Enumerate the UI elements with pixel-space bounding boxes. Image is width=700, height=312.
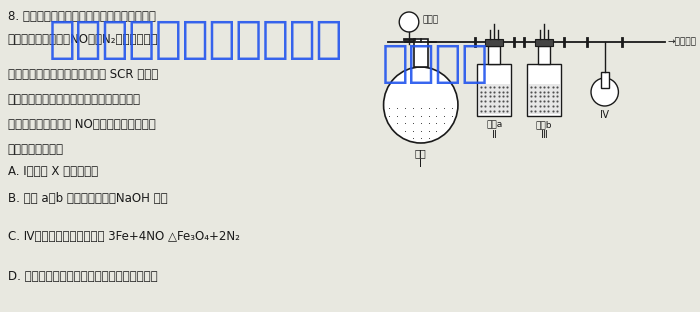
Text: 法：铁直接催化还原NO，为N₂，铁被氧化为: 法：铁直接催化还原NO，为N₂，铁被氧化为: [8, 33, 158, 46]
Text: 稀硝酸: 稀硝酸: [423, 16, 439, 25]
Text: D. 尾气吸收装置可用盛有碱石灰的球形干燥管: D. 尾气吸收装置可用盛有碱石灰的球形干燥管: [8, 270, 157, 283]
Text: 试剂b: 试剂b: [536, 120, 552, 129]
Text: Ⅲ: Ⅲ: [540, 130, 547, 140]
Text: 微信公众号关注「趣找答: 微信公众号关注「趣找答: [49, 18, 343, 61]
Text: 趣找答案: 趣找答案: [382, 42, 489, 85]
Bar: [414, 39, 428, 67]
Text: A. Ⅰ中仪器 X 为长颈漏斗: A. Ⅰ中仪器 X 为长颈漏斗: [8, 165, 98, 178]
Bar: [489, 46, 500, 64]
Circle shape: [591, 78, 618, 106]
Bar: [528, 84, 560, 114]
Text: C. Ⅳ中反应的化学方程式为 3Fe+4NO △Fe₃O₄+2N₂: C. Ⅳ中反应的化学方程式为 3Fe+4NO △Fe₃O₄+2N₂: [8, 230, 239, 243]
Bar: [601, 72, 608, 88]
Bar: [478, 84, 510, 114]
Text: I: I: [419, 159, 422, 169]
Text: 下列说法正确的是: 下列说法正确的是: [8, 143, 64, 156]
Bar: [538, 46, 550, 64]
Bar: [536, 39, 553, 46]
Text: 要昂贵的催化剂问题。某化学兴趣小组模拟: 要昂贵的催化剂问题。某化学兴趣小组模拟: [8, 93, 141, 106]
Text: 该技术用铁催化还原 NO，设计了如图装置。: 该技术用铁催化还原 NO，设计了如图装置。: [8, 118, 155, 131]
Bar: [527, 64, 561, 116]
Text: →尾气吸收: →尾气吸收: [667, 37, 696, 46]
Text: Ⅱ: Ⅱ: [491, 130, 496, 140]
Circle shape: [384, 67, 458, 143]
Text: B. 试剂 a、b 分别为浓硫酸、NaOH 溶液: B. 试剂 a、b 分别为浓硫酸、NaOH 溶液: [8, 192, 167, 205]
Text: 试剂a: 试剂a: [486, 120, 503, 129]
Text: 铜屑: 铜屑: [415, 148, 426, 158]
Text: 8. 研究人员研制出一种直接催化还原烟气脱硝: 8. 研究人员研制出一种直接催化还原烟气脱硝: [8, 10, 155, 23]
Bar: [477, 64, 511, 116]
Circle shape: [399, 12, 419, 32]
Text: 磁性氧化铁，该方法解决了传统 SCR 脱硝需: 磁性氧化铁，该方法解决了传统 SCR 脱硝需: [8, 68, 158, 81]
Text: Ⅳ: Ⅳ: [600, 110, 609, 120]
Bar: [485, 39, 503, 46]
